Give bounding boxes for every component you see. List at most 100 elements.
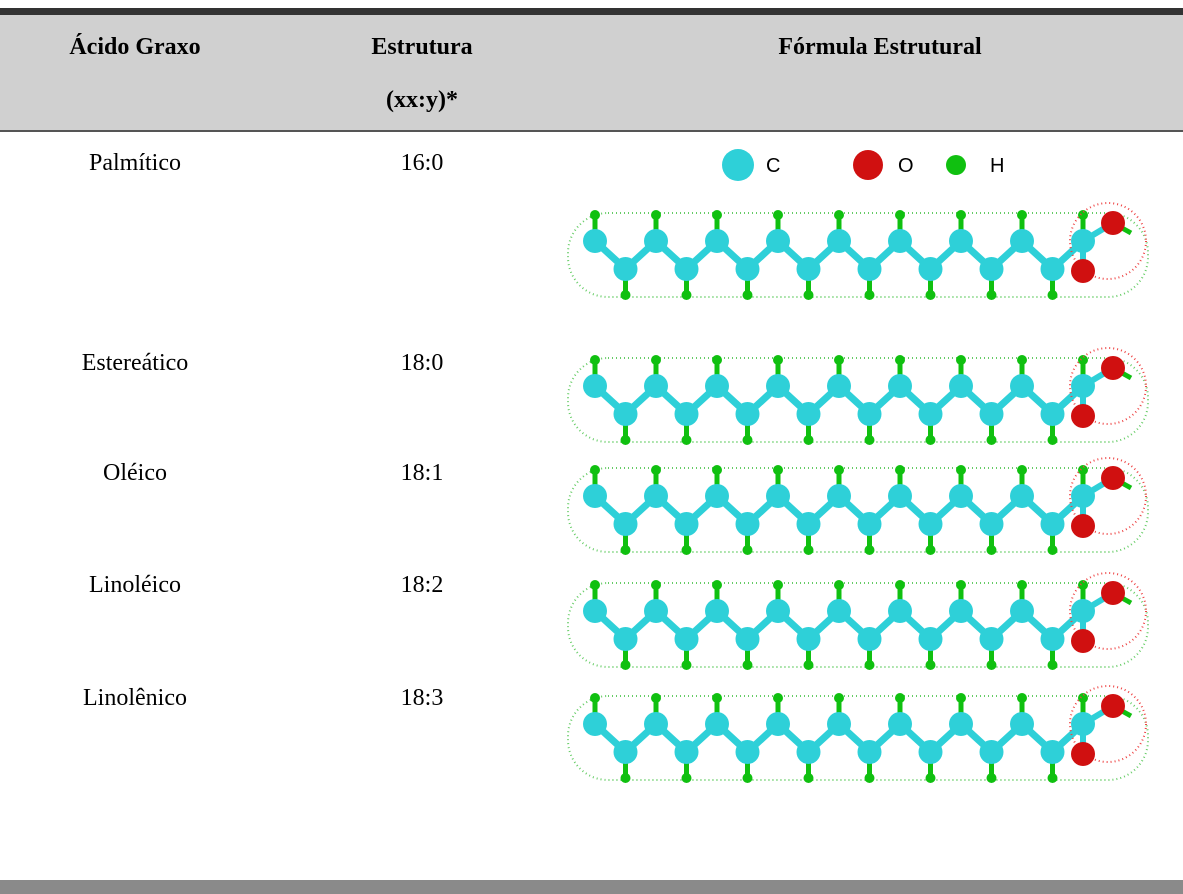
hydrogen [712, 210, 722, 220]
carbon [918, 257, 943, 281]
hydrogen [712, 693, 722, 703]
hydrogen [864, 545, 875, 555]
carbon [827, 712, 851, 736]
carbon [888, 484, 912, 508]
hydrogen [773, 465, 783, 475]
hydrogen [1078, 465, 1088, 475]
carbon [613, 402, 638, 426]
hydrogen [986, 660, 997, 670]
carbon [613, 257, 638, 281]
carbon [705, 599, 729, 623]
hydrogen [956, 693, 966, 703]
legend-label: O [898, 155, 914, 177]
hydrogen [681, 290, 692, 300]
hydrogen [742, 435, 753, 445]
carbon [979, 512, 1004, 536]
hydrogen [834, 580, 844, 590]
carbon [888, 599, 912, 623]
carbon [918, 740, 943, 764]
carbon [735, 740, 760, 764]
carbon [644, 484, 668, 508]
header-structure: Estrutura [371, 34, 472, 60]
carbon [644, 374, 668, 398]
carbon [644, 712, 668, 736]
hydrogen [590, 210, 600, 220]
hydrogen [986, 773, 997, 783]
carbon [613, 627, 638, 651]
legend-hydrogen [946, 155, 966, 175]
header-acid: Ácido Graxo [69, 34, 200, 60]
oxygen [1101, 211, 1125, 235]
top-border [0, 8, 1183, 15]
carbon [796, 512, 821, 536]
carbon [766, 484, 790, 508]
legend-label: H [990, 155, 1004, 177]
hydrogen [620, 545, 631, 555]
acid-name: Linoléico [89, 572, 181, 598]
carbon [644, 229, 668, 253]
hydrogen [681, 435, 692, 445]
hydrogen [712, 580, 722, 590]
carbon [949, 484, 973, 508]
carbon [857, 512, 882, 536]
carbon [827, 374, 851, 398]
hydrogen [1047, 290, 1058, 300]
hydrogen [1047, 660, 1058, 670]
carbon [674, 512, 699, 536]
o-surface [1069, 202, 1147, 280]
carbon [583, 712, 607, 736]
hydrogen [834, 210, 844, 220]
carbon [583, 484, 607, 508]
carbon [949, 599, 973, 623]
carbon [888, 374, 912, 398]
carbon [766, 229, 790, 253]
header-band [0, 15, 1183, 130]
hydrogen [864, 773, 875, 783]
acid-name: Linolênico [83, 685, 187, 711]
carbon [1040, 627, 1065, 651]
hydrogen [834, 465, 844, 475]
oxygen [1101, 356, 1125, 380]
legend-carbon [722, 149, 754, 181]
hydrogen [1017, 580, 1027, 590]
oxygen [1071, 259, 1095, 283]
carbon [1010, 374, 1034, 398]
carbon [674, 402, 699, 426]
hydrogen [620, 773, 631, 783]
hydrogen [864, 660, 875, 670]
acid-name: Palmítico [89, 150, 181, 176]
carbon [1010, 712, 1034, 736]
hydrogen [834, 693, 844, 703]
o-surface [1069, 457, 1147, 535]
hydrogen [651, 580, 661, 590]
hydrogen [590, 355, 600, 365]
carbon [1040, 257, 1065, 281]
hydrogen [956, 355, 966, 365]
vdw-surface [567, 695, 1149, 781]
legend-label: C [766, 155, 780, 177]
carbon [1040, 512, 1065, 536]
carbon [918, 402, 943, 426]
header-rule [0, 130, 1183, 132]
carbon [674, 627, 699, 651]
carbon [705, 484, 729, 508]
vdw-surface [567, 582, 1149, 668]
carbon [644, 599, 668, 623]
acid-structure: 18:1 [401, 460, 444, 486]
acid-structure: 18:0 [401, 350, 444, 376]
carbon [979, 402, 1004, 426]
oxygen [1071, 404, 1095, 428]
acid-structure: 18:2 [401, 572, 444, 598]
carbon [796, 740, 821, 764]
carbon [735, 512, 760, 536]
hydrogen [803, 545, 814, 555]
hydrogen [803, 660, 814, 670]
carbon [766, 374, 790, 398]
carbon [674, 740, 699, 764]
carbon [1010, 599, 1034, 623]
oxygen [1071, 629, 1095, 653]
o-surface [1069, 347, 1147, 425]
vdw-surface [567, 212, 1149, 298]
